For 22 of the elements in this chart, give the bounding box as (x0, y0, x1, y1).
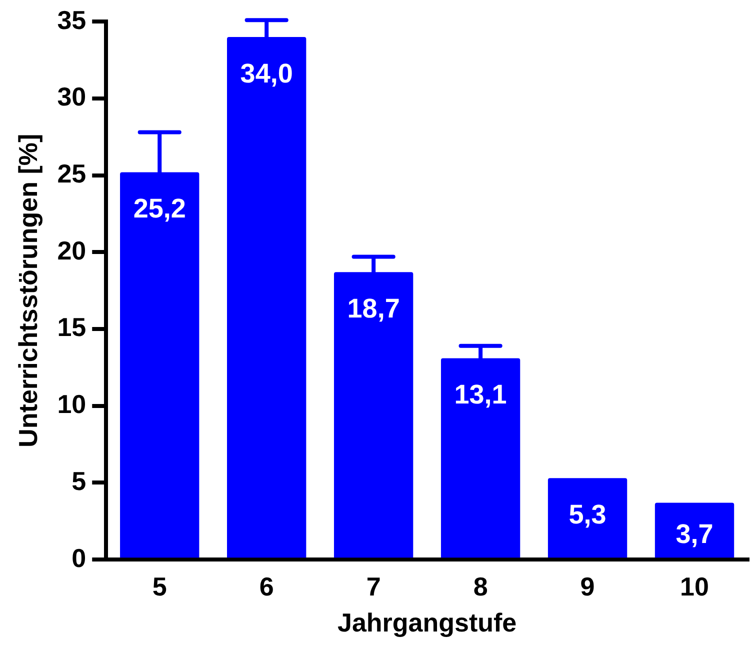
x-tick-label: 7 (366, 571, 381, 602)
y-axis-title: Unterrichtsstörungen [%] (12, 134, 43, 448)
data-label: 3,7 (676, 519, 714, 550)
y-tick-label: 20 (57, 235, 86, 266)
x-tick-label: 9 (580, 571, 595, 602)
x-tick-label: 5 (152, 571, 167, 602)
y-tick-label: 0 (72, 542, 86, 573)
y-tick-label: 10 (57, 389, 86, 420)
x-tick-label: 6 (259, 571, 274, 602)
x-axis-title: Jahrgangstufe (337, 608, 517, 638)
data-label: 25,2 (133, 194, 186, 224)
data-label: 18,7 (347, 294, 400, 324)
data-label: 34,0 (240, 58, 293, 88)
y-tick-label: 15 (57, 312, 86, 342)
y-tick-label: 25 (57, 158, 86, 188)
data-label: 5,3 (568, 500, 606, 530)
y-tick-label: 35 (57, 4, 86, 35)
data-label: 13,1 (454, 380, 507, 410)
y-tick-label: 30 (57, 82, 86, 112)
x-tick-label: 10 (680, 571, 709, 602)
x-tick-label: 8 (473, 571, 488, 602)
y-tick-label: 5 (72, 466, 86, 496)
